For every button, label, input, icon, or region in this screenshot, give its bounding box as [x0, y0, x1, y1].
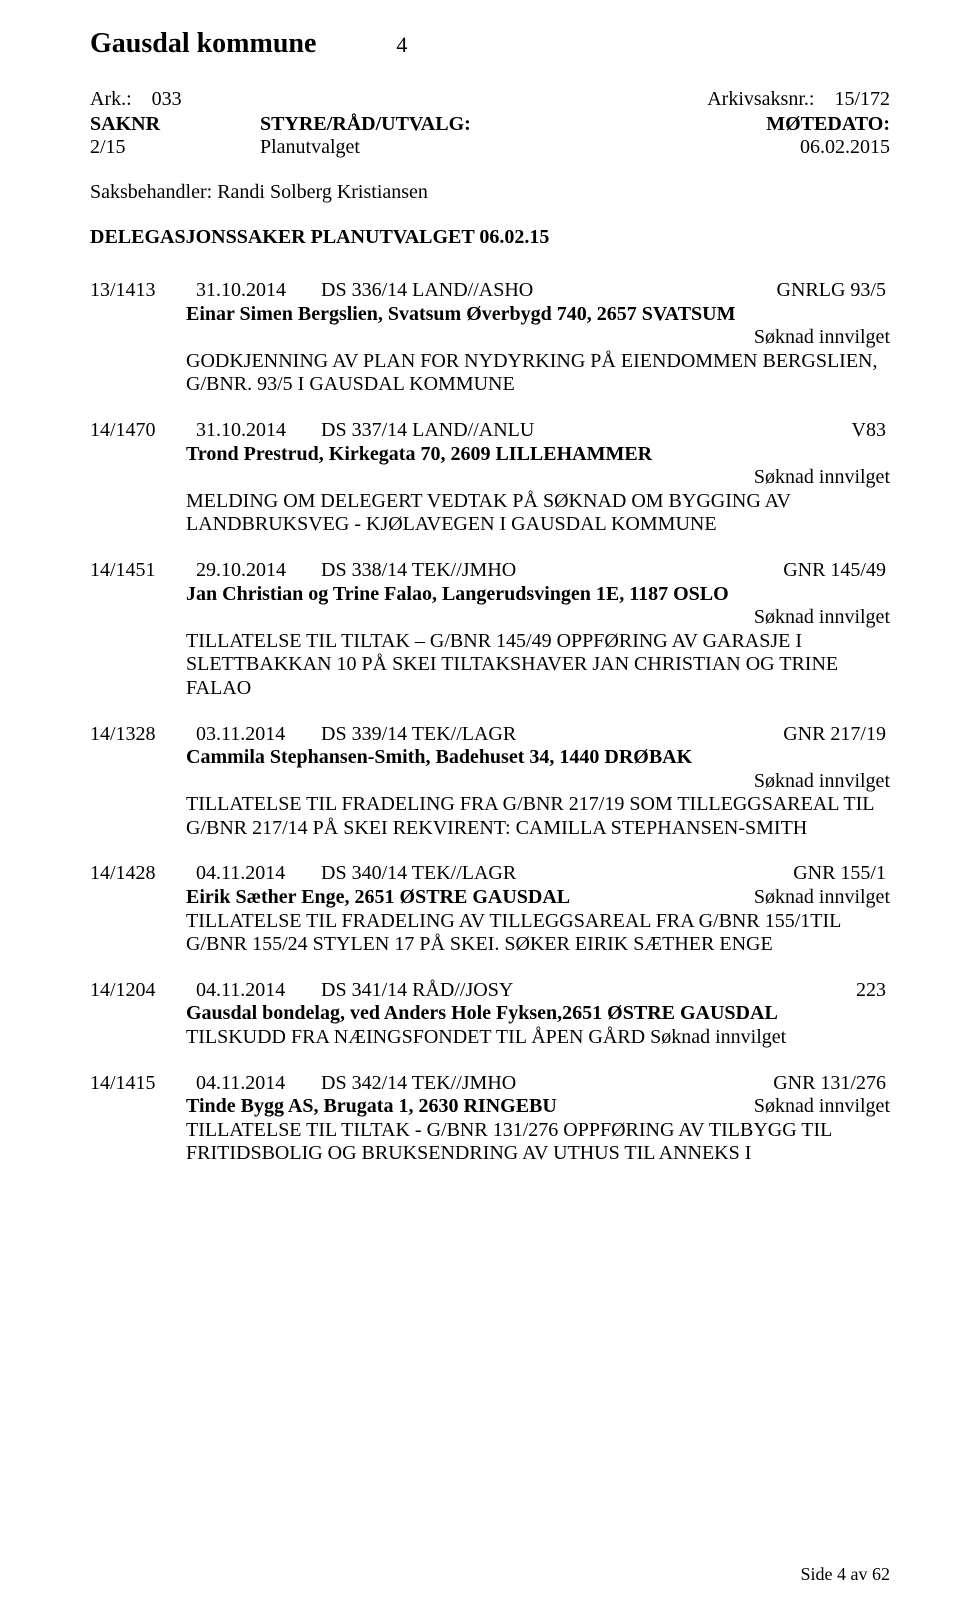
entry-status: Søknad innvilget [186, 326, 890, 350]
entry-status: Søknad innvilget [645, 1026, 786, 1048]
entry-status: Søknad innvilget [754, 1095, 890, 1119]
th-saknr: SAKNR [90, 113, 230, 136]
entry-header-line: 14/1451 29.10.2014 DS 338/14 TEK//JMHO GNR … [90, 559, 890, 583]
th-utvalg: STYRE/RÅD/UTVALG: [230, 113, 730, 136]
entry-description: MELDING OM DELEGERT VEDTAK PÅ SØKNAD OM … [186, 490, 890, 537]
td-date: 06.02.2015 [730, 136, 890, 159]
delegation-entry: 13/1413 31.10.2014 DS 336/14 LAND//ASHO GNR… [90, 279, 890, 397]
entry-status: Søknad innvilget [186, 770, 890, 794]
document-page: Gausdal kommune 4 Ark.: 033 Arkivsaksnr.… [0, 0, 960, 1609]
case-table-row: 2/15 Planutvalget 06.02.2015 [90, 136, 890, 159]
entries-list: 13/1413 31.10.2014 DS 336/14 LAND//ASHO GNR… [90, 279, 890, 1166]
entry-code: GNR 155/1 [793, 862, 890, 886]
entry-ref: 14/1328 [90, 723, 186, 747]
entry-applicant: Jan Christian og Trine Falao, Langerudsv… [186, 583, 890, 607]
entry-applicant: Gausdal bondelag, ved Anders Hole Fyksen… [186, 1002, 890, 1026]
entry-code: 223 [856, 979, 890, 1003]
entry-applicant: Cammila Stephansen-Smith, Badehuset 34, … [186, 746, 890, 770]
entry-body: Einar Simen Bergslien, Svatsum Øverbygd … [90, 303, 890, 397]
entry-body: Eirik Sæther Enge, 2651 ØSTRE GAUSDALSøk… [90, 886, 890, 957]
entry-date: 29.10.2014 [196, 559, 311, 583]
entry-header-line: 14/1428 04.11.2014 DS 340/14 TEK//LAGR GNR … [90, 862, 890, 886]
entry-header-line: 14/1415 04.11.2014 DS 342/14 TEK//JMHO GNR … [90, 1072, 890, 1096]
ark-value: 033 [152, 88, 182, 110]
caseworker-line: Saksbehandler: Randi Solberg Kristiansen [90, 181, 890, 204]
entry-body: Jan Christian og Trine Falao, Langerudsv… [90, 583, 890, 701]
ark-label-group: Ark.: 033 [90, 88, 182, 111]
entry-description: TILLATELSE TIL TILTAK – G/BNR 145/49 OPP… [186, 630, 890, 701]
entry-ds: DS 339/14 TEK//LAGR [321, 723, 516, 747]
entry-ref: 13/1413 [90, 279, 186, 303]
page-number-top: 4 [396, 32, 407, 58]
entry-description: TILLATELSE TIL FRADELING FRA G/BNR 217/1… [186, 793, 890, 840]
entry-header-line: 14/1328 03.11.2014 DS 339/14 TEK//LAGR GNR … [90, 723, 890, 747]
entry-ref: 14/1428 [90, 862, 186, 886]
ark-label: Ark.: [90, 88, 132, 110]
entry-status: Søknad innvilget [754, 886, 890, 910]
entry-code: GNR 131/276 [773, 1072, 890, 1096]
delegation-entry: 14/1415 04.11.2014 DS 342/14 TEK//JMHO GNR … [90, 1072, 890, 1166]
entry-code: GNR 145/49 [783, 559, 890, 583]
entry-date: 04.11.2014 [196, 862, 311, 886]
page-header: Gausdal kommune 4 [90, 28, 890, 60]
entry-applicant: Einar Simen Bergslien, Svatsum Øverbygd … [186, 303, 890, 327]
archive-meta-row: Ark.: 033 Arkivsaksnr.: 15/172 [90, 88, 890, 111]
delegation-entry: 14/1451 29.10.2014 DS 338/14 TEK//JMHO GNR … [90, 559, 890, 701]
entry-ds: DS 337/14 LAND//ANLU [321, 419, 534, 443]
delegation-entry: 14/1428 04.11.2014 DS 340/14 TEK//LAGR GNR … [90, 862, 890, 956]
td-utvalg: Planutvalget [230, 136, 730, 159]
entry-description: TILLATELSE TIL TILTAK - G/BNR 131/276 OP… [186, 1119, 890, 1166]
th-date: MØTEDATO: [730, 113, 890, 136]
entry-code: GNR 217/19 [783, 723, 890, 747]
entry-body: Gausdal bondelag, ved Anders Hole Fyksen… [90, 1002, 890, 1049]
entry-ds: DS 338/14 TEK//JMHO [321, 559, 516, 583]
entry-body: Cammila Stephansen-Smith, Badehuset 34, … [90, 746, 890, 840]
entry-status: Søknad innvilget [186, 466, 890, 490]
entry-ref: 14/1470 [90, 419, 186, 443]
entry-date: 31.10.2014 [196, 419, 311, 443]
saksnr-label: Arkivsaksnr.: [707, 88, 814, 110]
entry-ds: DS 342/14 TEK//JMHO [321, 1072, 516, 1096]
entry-description: TILLATELSE TIL FRADELING AV TILLEGGSAREA… [186, 910, 890, 957]
entry-code: V83 [852, 419, 890, 443]
entry-ref: 14/1451 [90, 559, 186, 583]
delegation-entry: 14/1204 04.11.2014 DS 341/14 RÅD//JOSY 223G… [90, 979, 890, 1050]
entry-date: 31.10.2014 [196, 279, 311, 303]
entry-code: GNRLG 93/5 [777, 279, 890, 303]
entry-status: Søknad innvilget [186, 606, 890, 630]
entry-ref: 14/1204 [90, 979, 186, 1003]
entry-applicant: Tinde Bygg AS, Brugata 1, 2630 RINGEBUSø… [186, 1095, 890, 1119]
entry-date: 04.11.2014 [196, 979, 311, 1003]
entry-header-line: 13/1413 31.10.2014 DS 336/14 LAND//ASHO GNR… [90, 279, 890, 303]
entry-header-line: 14/1470 31.10.2014 DS 337/14 LAND//ANLU V83 [90, 419, 890, 443]
entry-date: 04.11.2014 [196, 1072, 311, 1096]
entry-date: 03.11.2014 [196, 723, 311, 747]
entry-applicant: Trond Prestrud, Kirkegata 70, 2609 LILLE… [186, 443, 890, 467]
entry-body: Trond Prestrud, Kirkegata 70, 2609 LILLE… [90, 443, 890, 537]
delegation-entry: 14/1328 03.11.2014 DS 339/14 TEK//LAGR GNR … [90, 723, 890, 841]
municipality-title: Gausdal kommune [90, 28, 316, 60]
entry-ds: DS 341/14 RÅD//JOSY [321, 979, 513, 1003]
page-footer: Side 4 av 62 [801, 1564, 891, 1585]
document-title: DELEGASJONSSAKER PLANUTVALGET 06.02.15 [90, 226, 890, 249]
entry-body: Tinde Bygg AS, Brugata 1, 2630 RINGEBUSø… [90, 1095, 890, 1166]
td-saknr: 2/15 [90, 136, 230, 159]
entry-description: GODKJENNING AV PLAN FOR NYDYRKING PÅ EIE… [186, 350, 890, 397]
entry-description: TILSKUDD FRA NÆINGSFONDET TIL ÅPEN GÅRD … [186, 1026, 890, 1050]
saksnr-value: 15/172 [834, 88, 890, 110]
entry-ds: DS 336/14 LAND//ASHO [321, 279, 533, 303]
delegation-entry: 14/1470 31.10.2014 DS 337/14 LAND//ANLU V83… [90, 419, 890, 537]
entry-ref: 14/1415 [90, 1072, 186, 1096]
entry-applicant: Eirik Sæther Enge, 2651 ØSTRE GAUSDALSøk… [186, 886, 890, 910]
case-table-header: SAKNR STYRE/RÅD/UTVALG: MØTEDATO: [90, 113, 890, 136]
entry-ds: DS 340/14 TEK//LAGR [321, 862, 516, 886]
saksnr-label-group: Arkivsaksnr.: 15/172 [707, 88, 890, 111]
entry-header-line: 14/1204 04.11.2014 DS 341/14 RÅD//JOSY 223 [90, 979, 890, 1003]
